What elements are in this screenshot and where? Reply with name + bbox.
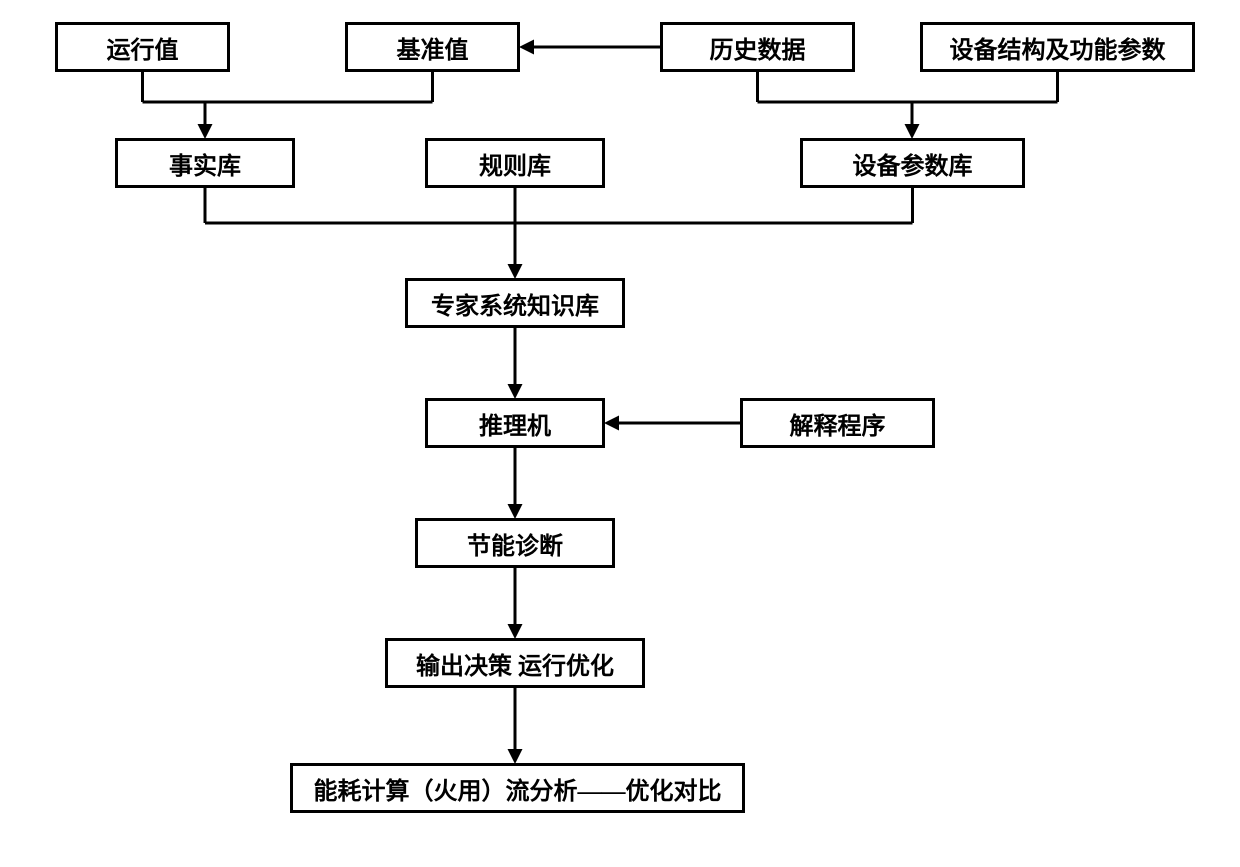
node-energy-calc: 能耗计算（火用）流分析——优化对比 bbox=[290, 763, 745, 813]
label: 基准值 bbox=[397, 30, 469, 65]
node-device-struct: 设备结构及功能参数 bbox=[920, 22, 1195, 72]
edges-layer bbox=[0, 0, 1240, 867]
label: 历史数据 bbox=[710, 30, 806, 65]
label: 解释程序 bbox=[790, 406, 886, 441]
node-rule-db: 规则库 bbox=[425, 138, 605, 188]
label: 事实库 bbox=[169, 146, 241, 181]
label: 设备结构及功能参数 bbox=[950, 30, 1166, 65]
label: 设备参数库 bbox=[853, 146, 973, 181]
label: 专家系统知识库 bbox=[431, 286, 599, 321]
label: 推理机 bbox=[479, 406, 551, 441]
label: 输出决策 运行优化 bbox=[416, 646, 614, 681]
label: 规则库 bbox=[479, 146, 551, 181]
node-base-value: 基准值 bbox=[345, 22, 520, 72]
node-explain-prog: 解释程序 bbox=[740, 398, 935, 448]
node-history-data: 历史数据 bbox=[660, 22, 855, 72]
node-device-db: 设备参数库 bbox=[800, 138, 1025, 188]
node-energy-diag: 节能诊断 bbox=[415, 518, 615, 568]
label: 运行值 bbox=[107, 30, 179, 65]
node-inference: 推理机 bbox=[425, 398, 605, 448]
label: 能耗计算（火用）流分析——优化对比 bbox=[314, 771, 722, 806]
node-expert-kb: 专家系统知识库 bbox=[405, 278, 625, 328]
node-run-value: 运行值 bbox=[55, 22, 230, 72]
label: 节能诊断 bbox=[467, 526, 563, 561]
node-fact-db: 事实库 bbox=[115, 138, 295, 188]
node-output-opt: 输出决策 运行优化 bbox=[385, 638, 645, 688]
